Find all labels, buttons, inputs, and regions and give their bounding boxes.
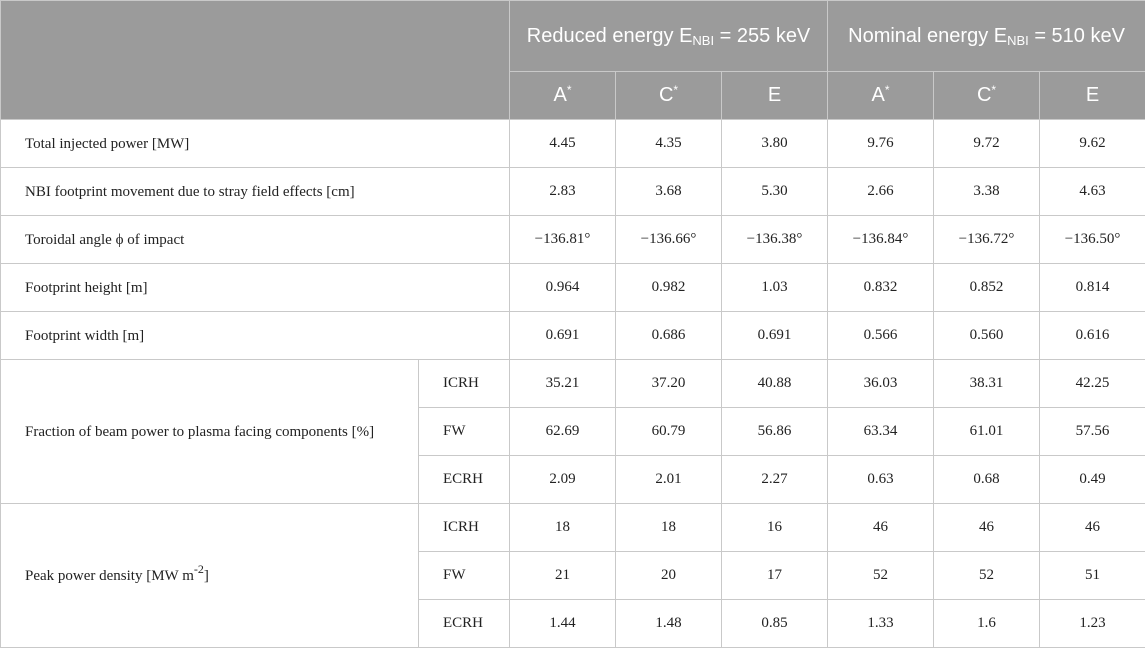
table-row: Footprint width [m] 0.691 0.686 0.691 0.… [1, 312, 1145, 360]
table-cell: 0.691 [722, 312, 828, 360]
table-cell: −136.38° [722, 216, 828, 264]
table-cell: 1.23 [1040, 600, 1145, 648]
table-cell: 52 [934, 552, 1040, 600]
table-cell: 2.09 [510, 456, 616, 504]
table-cell: 61.01 [934, 408, 1040, 456]
table-cell: 60.79 [616, 408, 722, 456]
table-cell: 1.44 [510, 600, 616, 648]
table-cell: 40.88 [722, 360, 828, 408]
table-cell: 46 [1040, 504, 1145, 552]
table-cell: 3.80 [722, 120, 828, 168]
row-label: NBI footprint movement due to stray fiel… [1, 168, 510, 216]
table-cell: 51 [1040, 552, 1145, 600]
table-cell: 2.66 [828, 168, 934, 216]
table-cell: 0.691 [510, 312, 616, 360]
table-cell: 9.76 [828, 120, 934, 168]
table-cell: 0.616 [1040, 312, 1145, 360]
table-cell: −136.50° [1040, 216, 1145, 264]
table-cell: 0.814 [1040, 264, 1145, 312]
table-cell: 38.31 [934, 360, 1040, 408]
table-cell: 0.63 [828, 456, 934, 504]
table-cell: 46 [934, 504, 1040, 552]
table-cell: 36.03 [828, 360, 934, 408]
table-cell: 17 [722, 552, 828, 600]
table-cell: −136.81° [510, 216, 616, 264]
table-cell: 21 [510, 552, 616, 600]
column-header: C* [616, 72, 722, 120]
table-cell: 3.38 [934, 168, 1040, 216]
table-row: Peak power density [MW m-2] ICRH 18 18 1… [1, 504, 1145, 552]
table-cell: 52 [828, 552, 934, 600]
table-row: Total injected power [MW] 4.45 4.35 3.80… [1, 120, 1145, 168]
table-cell: 0.49 [1040, 456, 1145, 504]
column-header: A* [828, 72, 934, 120]
table-cell: 16 [722, 504, 828, 552]
header-group-nominal: Nominal energy ENBI = 510 keV [828, 1, 1145, 72]
table-cell: 3.68 [616, 168, 722, 216]
table-cell: 1.48 [616, 600, 722, 648]
column-header: A* [510, 72, 616, 120]
table-cell: 2.27 [722, 456, 828, 504]
table-cell: 9.72 [934, 120, 1040, 168]
subrow-label: FW [419, 552, 510, 600]
row-label-fraction: Fraction of beam power to plasma facing … [1, 360, 419, 504]
table-cell: 46 [828, 504, 934, 552]
table-cell: 0.686 [616, 312, 722, 360]
table-cell: 42.25 [1040, 360, 1145, 408]
header-group-reduced: Reduced energy ENBI = 255 keV [510, 1, 828, 72]
row-label: Toroidal angle ϕ of impact [1, 216, 510, 264]
table-cell: 56.86 [722, 408, 828, 456]
table-cell: 57.56 [1040, 408, 1145, 456]
table-cell: 18 [510, 504, 616, 552]
table-cell: −136.66° [616, 216, 722, 264]
column-header: E [1040, 72, 1145, 120]
table-cell: 2.01 [616, 456, 722, 504]
table-cell: −136.84° [828, 216, 934, 264]
header-corner [1, 1, 510, 120]
table-cell: 0.964 [510, 264, 616, 312]
subrow-label: ECRH [419, 456, 510, 504]
table-cell: 4.45 [510, 120, 616, 168]
table-cell: 9.62 [1040, 120, 1145, 168]
header-row-groups: Reduced energy ENBI = 255 keV Nominal en… [1, 1, 1145, 72]
table-row: NBI footprint movement due to stray fiel… [1, 168, 1145, 216]
table-cell: 1.33 [828, 600, 934, 648]
table-cell: 2.83 [510, 168, 616, 216]
column-header: E [722, 72, 828, 120]
table-cell: 62.69 [510, 408, 616, 456]
subrow-label: ECRH [419, 600, 510, 648]
table-cell: 0.68 [934, 456, 1040, 504]
table-cell: 1.6 [934, 600, 1040, 648]
table-cell: 1.03 [722, 264, 828, 312]
row-label-peak: Peak power density [MW m-2] [1, 504, 419, 648]
table-cell: 5.30 [722, 168, 828, 216]
row-label: Footprint height [m] [1, 264, 510, 312]
table-row: Footprint height [m] 0.964 0.982 1.03 0.… [1, 264, 1145, 312]
subrow-label: ICRH [419, 504, 510, 552]
table-row: Fraction of beam power to plasma facing … [1, 360, 1145, 408]
table-cell: 4.35 [616, 120, 722, 168]
column-header: C* [934, 72, 1040, 120]
table-cell: 35.21 [510, 360, 616, 408]
row-label: Footprint width [m] [1, 312, 510, 360]
table-cell: 0.560 [934, 312, 1040, 360]
subrow-label: ICRH [419, 360, 510, 408]
table-cell: 63.34 [828, 408, 934, 456]
table-cell: 37.20 [616, 360, 722, 408]
row-label: Total injected power [MW] [1, 120, 510, 168]
subrow-label: FW [419, 408, 510, 456]
table-cell: 20 [616, 552, 722, 600]
table-cell: 4.63 [1040, 168, 1145, 216]
table-row: Toroidal angle ϕ of impact −136.81° −136… [1, 216, 1145, 264]
table-cell: 18 [616, 504, 722, 552]
table-cell: 0.982 [616, 264, 722, 312]
table-cell: 0.566 [828, 312, 934, 360]
table-cell: −136.72° [934, 216, 1040, 264]
table-cell: 0.852 [934, 264, 1040, 312]
table-cell: 0.832 [828, 264, 934, 312]
table-cell: 0.85 [722, 600, 828, 648]
